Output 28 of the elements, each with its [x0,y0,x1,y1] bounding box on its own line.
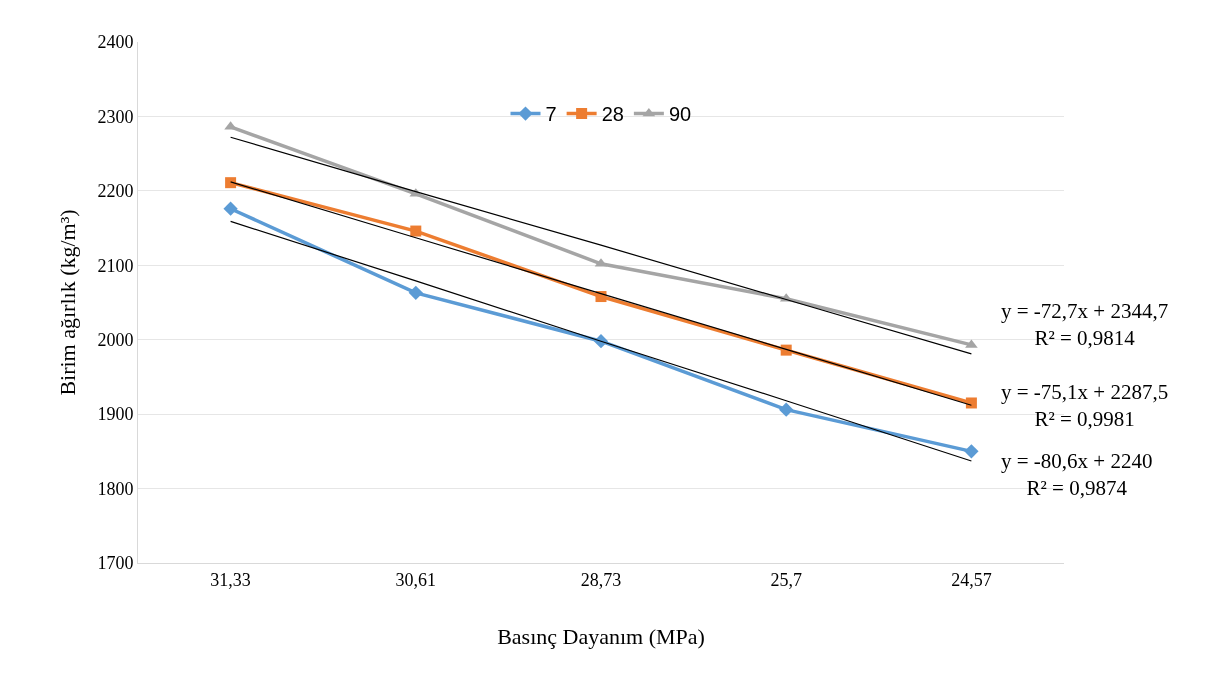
y-tick-label: 2300 [97,106,134,127]
y-tick-label: 2400 [97,32,134,53]
y-tick-label: 1700 [97,553,134,574]
y-tick-label: 2200 [97,181,134,202]
x-axis-title: Basınç Dayanım (MPa) [497,624,705,650]
point [964,444,979,459]
x-tick-label: 28,73 [580,569,622,590]
point [779,402,794,417]
y-tick-label: 1800 [97,478,134,499]
annotation: y = -72,7x + 2344,7 R² = 0,9814 [1001,299,1169,351]
point [225,177,237,189]
y-tick-label: 2000 [97,330,134,351]
point [408,285,423,300]
y-axis-title: Birim ağırlık (kg/m³) [55,209,81,396]
annotation: y = -80,6x + 2240 R² = 0,9874 [1001,449,1153,501]
legend-label: 90 [668,103,692,126]
point [410,225,422,237]
x-tick-label: 24,57 [951,569,992,590]
y-tick-label: 2100 [97,255,134,276]
point [965,397,977,409]
x-tick-label: 31,33 [210,569,251,590]
x-tick-label: 30,61 [395,569,437,590]
annotation: y = -75,1x + 2287,5 R² = 0,9981 [1001,380,1169,432]
point [223,201,238,216]
legend-label: 28 [601,103,624,126]
legend-label: 7 [545,103,557,126]
y-tick-label: 1900 [97,404,134,425]
x-tick-label: 25,7 [770,569,802,590]
